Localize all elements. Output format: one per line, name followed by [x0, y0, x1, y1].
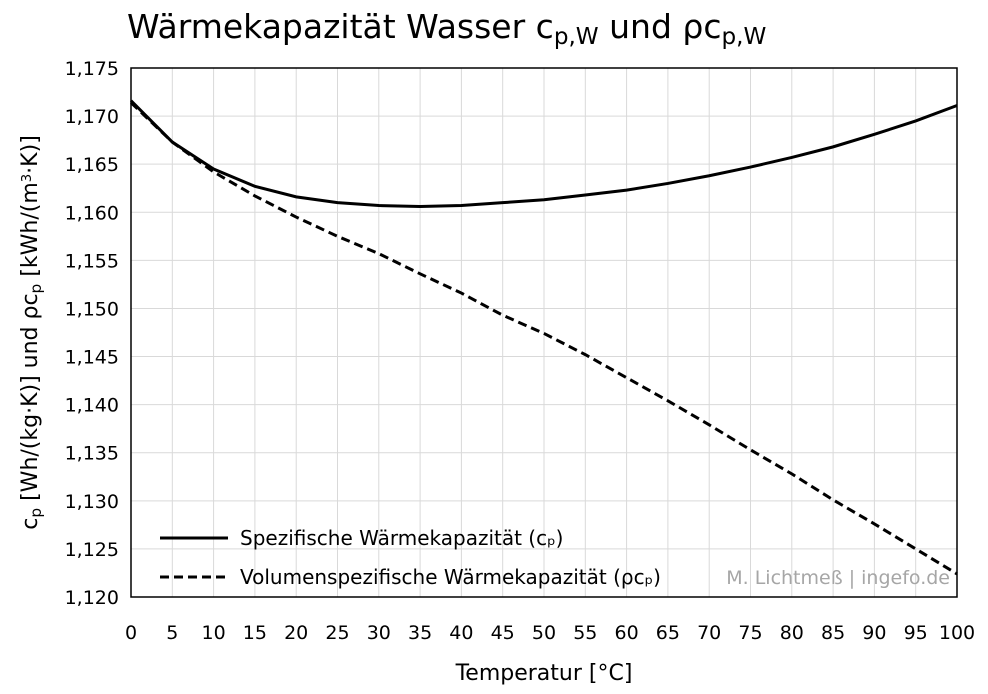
- x-axis-label: Temperatur [°C]: [455, 661, 633, 686]
- x-tick-label: 75: [738, 622, 762, 644]
- y-tick-label: 1,165: [65, 154, 119, 176]
- y-tick-label: 1,150: [65, 298, 119, 320]
- x-tick-label: 70: [697, 622, 721, 644]
- y-axis-label-part: 3: [20, 174, 35, 182]
- x-tick-label: 15: [243, 622, 267, 644]
- y-tick-label: 1,160: [65, 202, 119, 224]
- y-axis-label-part: ·K)]: [18, 135, 43, 174]
- y-tick-label: 1,125: [65, 539, 119, 561]
- x-tick-label: 20: [284, 622, 308, 644]
- x-tick-label: 90: [862, 622, 886, 644]
- plot-frame: [130, 67, 958, 598]
- x-tick-label: 60: [615, 622, 639, 644]
- x-tick-label: 30: [367, 622, 391, 644]
- chart-title-part: und ρc: [599, 7, 722, 46]
- x-tick-label: 95: [904, 622, 928, 644]
- series-line: [129, 101, 958, 576]
- watermark: M. Lichtmeß | ingefo.de: [726, 567, 950, 589]
- x-tick-label: 10: [202, 622, 226, 644]
- legend-label: Volumenspezifische Wärmekapazität (ρcₚ): [240, 565, 661, 589]
- series-line: [129, 99, 958, 209]
- y-tick-label: 1,170: [65, 106, 119, 128]
- y-tick-label: 1,175: [65, 58, 119, 80]
- x-tick-label: 85: [821, 622, 845, 644]
- x-tick-label: 40: [449, 622, 473, 644]
- x-tick-label: 5: [166, 622, 178, 644]
- x-tick-label: 35: [408, 622, 432, 644]
- y-axis-label-part: [kWh/(m: [18, 182, 43, 283]
- legend-label: Spezifische Wärmekapazität (cₚ): [240, 526, 563, 550]
- chart-title: Wärmekapazität Wasser cp,W und ρcp,W: [127, 7, 767, 50]
- y-tick-label: 1,120: [65, 587, 119, 609]
- x-tick-label: 25: [325, 622, 349, 644]
- y-tick-label: 1,135: [65, 443, 119, 465]
- y-tick-label: 1,140: [65, 395, 119, 417]
- x-tick-label: 80: [780, 622, 804, 644]
- y-tick-label: 1,130: [65, 491, 119, 513]
- y-axis-label-part: p: [27, 508, 45, 518]
- x-tick-label: 55: [573, 622, 597, 644]
- x-tick-label: 45: [491, 622, 515, 644]
- x-tick-label: 100: [939, 622, 975, 644]
- y-axis-label-part: [Wh/(kg·K)] und ρc: [18, 293, 43, 507]
- x-tick-label: 0: [125, 622, 137, 644]
- chart-title-part: Wärmekapazität Wasser c: [127, 7, 554, 46]
- y-tick-label: 1,145: [65, 347, 119, 369]
- chart-title-part: p,W: [554, 24, 599, 50]
- y-axis-label: cp [Wh/(kg·K)] und ρcp [kWh/(m3·K)]: [18, 135, 45, 530]
- y-axis-label-part: p: [27, 284, 45, 294]
- y-tick-label: 1,155: [65, 250, 119, 272]
- chart-title-part: p,W: [722, 24, 767, 50]
- y-axis-label-part: c: [18, 518, 43, 530]
- x-tick-label: 65: [656, 622, 680, 644]
- x-tick-label: 50: [532, 622, 556, 644]
